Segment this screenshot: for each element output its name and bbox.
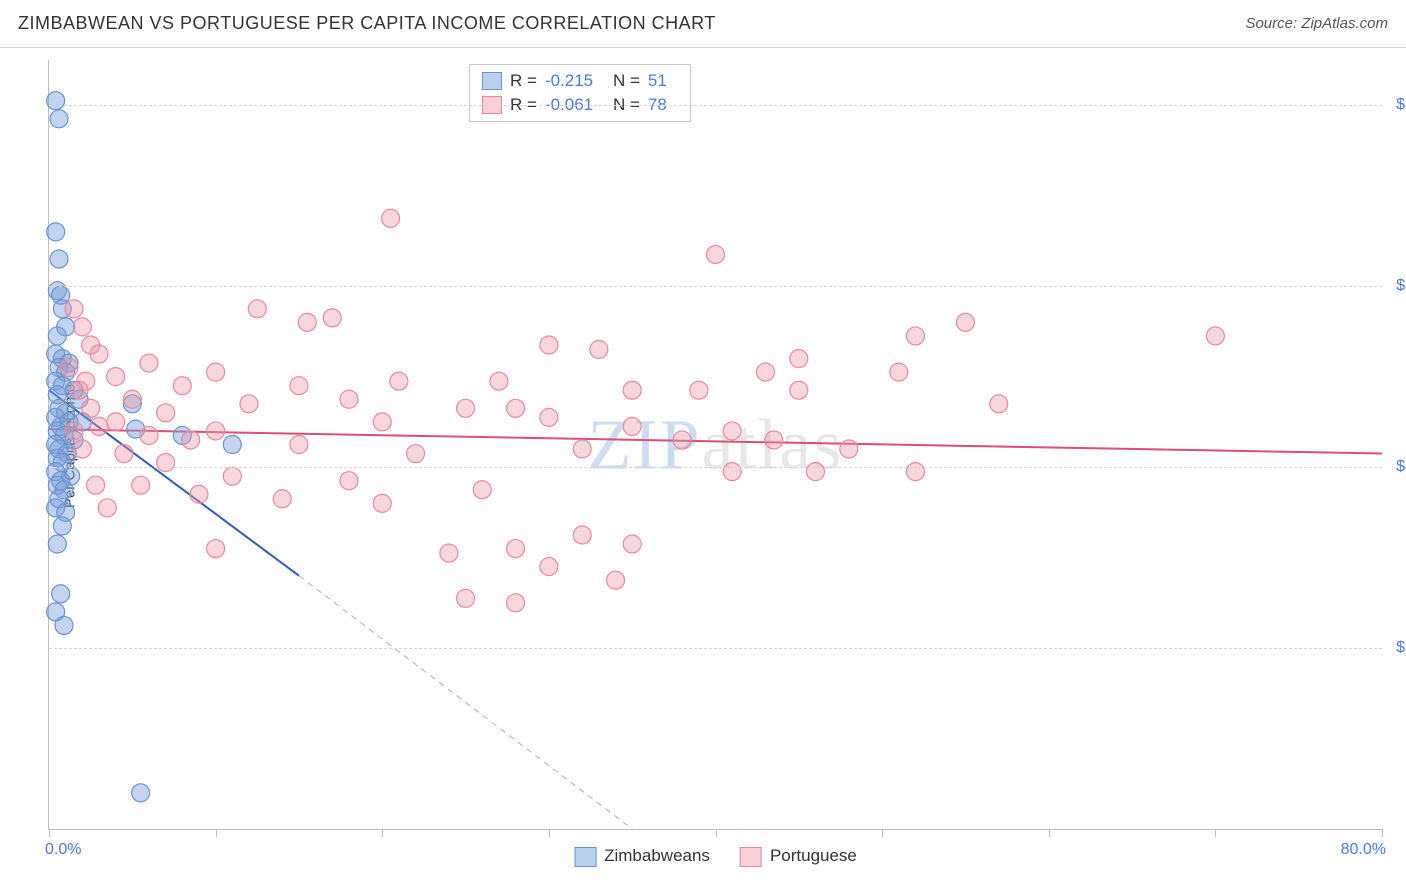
chart-svg xyxy=(49,60,1382,829)
x-tick xyxy=(1049,829,1050,837)
legend-stat-row: R = -0.215 N = 51 xyxy=(482,69,678,93)
legend-r-label: R = xyxy=(510,71,537,91)
y-tick-label: $20,000 xyxy=(1390,639,1406,657)
x-tick xyxy=(716,829,717,837)
gridline-h xyxy=(49,286,1382,287)
legend-swatch xyxy=(482,72,502,90)
x-tick xyxy=(382,829,383,837)
legend-swatch xyxy=(574,847,596,867)
x-tick xyxy=(49,829,50,837)
x-tick xyxy=(549,829,550,837)
chart-title: ZIMBABWEAN VS PORTUGUESE PER CAPITA INCO… xyxy=(18,13,716,34)
legend-swatch xyxy=(740,847,762,867)
legend-n-value: 51 xyxy=(648,71,678,91)
x-tick xyxy=(1382,829,1383,837)
x-min-label: 0.0% xyxy=(45,841,81,859)
plot-area: ZIPatlas R =-0.215N =51R =-0.061N =78 Zi… xyxy=(48,60,1382,830)
legend-n-label: N = xyxy=(613,71,640,91)
legend-series-name: Zimbabweans xyxy=(604,846,710,865)
chart-container: ZIMBABWEAN VS PORTUGUESE PER CAPITA INCO… xyxy=(0,0,1406,892)
y-tick-label: $40,000 xyxy=(1390,458,1406,476)
legend-stats: R =-0.215N =51R =-0.061N =78 xyxy=(469,64,691,122)
legend-series-name: Portuguese xyxy=(770,846,857,865)
chart-header: ZIMBABWEAN VS PORTUGUESE PER CAPITA INCO… xyxy=(0,0,1406,48)
x-tick xyxy=(1215,829,1216,837)
x-tick xyxy=(882,829,883,837)
y-tick-label: $60,000 xyxy=(1390,277,1406,295)
legend-series-item: Portuguese xyxy=(740,846,857,867)
gridline-h xyxy=(49,467,1382,468)
legend-series-item: Zimbabweans xyxy=(574,846,710,867)
x-max-label: 80.0% xyxy=(1341,841,1386,859)
legend-series: Zimbabweans Portuguese xyxy=(574,846,857,867)
y-tick-label: $80,000 xyxy=(1390,96,1406,114)
chart-source: Source: ZipAtlas.com xyxy=(1245,15,1388,32)
gridline-h xyxy=(49,105,1382,106)
x-tick xyxy=(216,829,217,837)
legend-r-value: -0.215 xyxy=(545,71,605,91)
gridline-h xyxy=(49,648,1382,649)
